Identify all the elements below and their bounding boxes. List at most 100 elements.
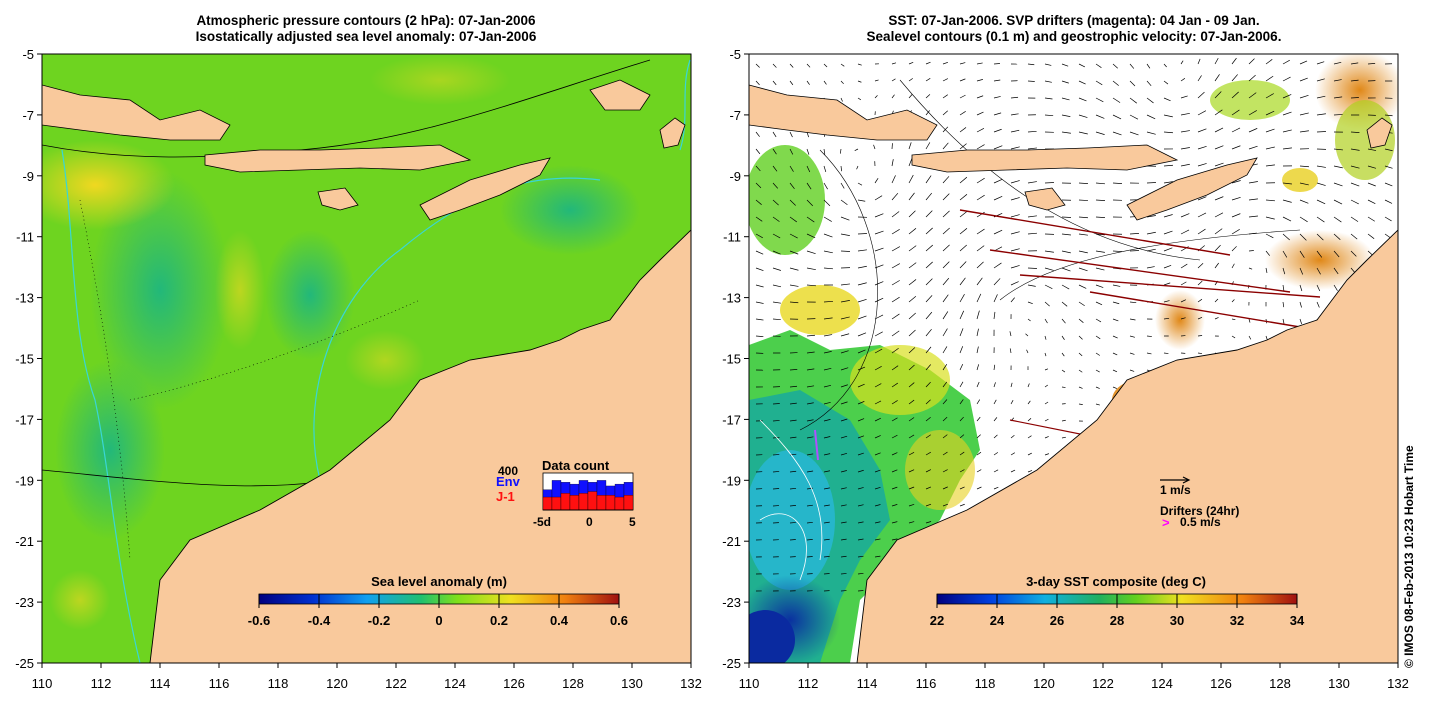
velocity-arrow [908, 94, 913, 99]
velocity-arrow [942, 416, 948, 422]
velocity-arrow [942, 210, 950, 218]
velocity-arrow [891, 365, 899, 371]
velocity-arrow [806, 368, 815, 371]
velocity-arrow [976, 399, 981, 405]
velocity-arrow [908, 503, 915, 507]
velocity-arrow [925, 142, 931, 150]
velocity-arrow [1350, 199, 1359, 205]
velocity-arrow [993, 486, 999, 490]
velocity-arrow [873, 144, 876, 150]
data-count-inset [542, 472, 634, 511]
velocity-arrow [806, 165, 811, 173]
velocity-arrow [806, 470, 814, 473]
velocity-arrow [1248, 74, 1256, 82]
velocity-arrow [1316, 267, 1321, 275]
lat-tick-label: -23 [722, 595, 741, 610]
velocity-arrow [891, 94, 895, 99]
velocity-arrow [1299, 165, 1309, 168]
velocity-arrow [925, 364, 931, 371]
velocity-arrow [1316, 165, 1326, 168]
velocity-arrow [840, 487, 847, 490]
velocity-arrow [1146, 352, 1152, 355]
velocity-arrow [823, 267, 833, 270]
sst-map [749, 54, 1398, 663]
velocity-arrow [1010, 96, 1019, 99]
velocity-arrow [1350, 97, 1359, 99]
colorbar-tick-label: 28 [1110, 613, 1124, 628]
velocity-arrow [1333, 233, 1341, 240]
velocity-arrow [755, 301, 764, 304]
velocity-arrow [976, 381, 980, 388]
velocity-arrow [789, 369, 798, 371]
velocity-arrow [1163, 164, 1173, 167]
velocity-arrow [772, 233, 781, 239]
velocity-arrow [755, 216, 763, 222]
lat-tick-label: -7 [22, 108, 34, 123]
colorbar-tick-label: 34 [1290, 613, 1305, 628]
velocity-arrow [840, 504, 847, 507]
velocity-arrow [1027, 267, 1038, 269]
velocity-arrow [840, 384, 848, 388]
velocity-arrow [1197, 262, 1204, 269]
velocity-arrow [976, 95, 984, 99]
velocity-arrow [1333, 79, 1342, 82]
velocity-arrow [1095, 267, 1105, 271]
velocity-arrow [840, 452, 848, 456]
left-title-line2: Isostatically adjusted sea level anomaly… [195, 29, 537, 44]
velocity-arrow [806, 182, 812, 190]
lat-tick-label: -15 [15, 352, 34, 367]
velocity-arrow [959, 434, 965, 439]
velocity-arrow [1025, 333, 1029, 337]
velocity-arrow [1333, 165, 1343, 169]
velocity-arrow [806, 63, 811, 68]
velocity-arrow [1078, 80, 1086, 85]
lat-tick-label: -9 [729, 169, 741, 184]
velocity-arrow [1180, 317, 1186, 320]
velocity-arrow [857, 80, 862, 83]
velocity-arrow [789, 63, 794, 68]
velocity-arrow [942, 434, 948, 439]
colorbar-tick-label: 24 [990, 613, 1005, 628]
velocity-arrow [891, 504, 898, 507]
velocity-arrow [1112, 182, 1123, 185]
velocity-arrow [993, 195, 1003, 201]
velocity-arrow [1010, 248, 1020, 252]
colorbar-tick-label: 30 [1170, 613, 1184, 628]
velocity-arrow [1265, 75, 1274, 82]
velocity-arrow [1214, 212, 1224, 218]
velocity-arrow [789, 487, 797, 490]
inset-env-label: Env [496, 474, 521, 489]
velocity-arrow [789, 301, 799, 304]
velocity-arrow [1214, 91, 1222, 99]
velocity-arrow [925, 311, 933, 320]
velocity-arrow [976, 364, 980, 371]
velocity-arrow [1248, 335, 1252, 340]
velocity-arrow [1163, 264, 1172, 269]
velocity-arrow [1129, 63, 1135, 69]
lon-tick-label: 122 [1092, 676, 1114, 691]
velocity-arrow [1061, 233, 1071, 236]
velocity-arrow [789, 419, 797, 422]
velocity-arrow [1197, 228, 1206, 235]
velocity-arrow [874, 435, 881, 439]
velocity-arrow [1095, 114, 1105, 119]
lat-tick-label: -19 [15, 473, 34, 488]
velocity-arrow [976, 211, 985, 218]
lat-tick-label: -11 [723, 230, 741, 245]
velocity-arrow [874, 314, 884, 320]
velocity-arrow [976, 469, 982, 473]
velocity-arrow [806, 334, 816, 337]
velocity-arrow [840, 182, 845, 189]
velocity-arrow [976, 328, 979, 337]
velocity-arrow [840, 283, 850, 286]
velocity-arrow [1010, 231, 1020, 235]
colorbar-tick-label: 0.4 [550, 613, 569, 628]
velocity-arrow [1026, 349, 1029, 354]
velocity-arrow [1231, 145, 1241, 150]
velocity-arrow [1316, 78, 1325, 82]
velocity-arrow [1231, 246, 1237, 252]
velocity-arrow [1333, 114, 1343, 116]
velocity-arrow [925, 278, 933, 286]
velocity-arrow [789, 182, 795, 190]
